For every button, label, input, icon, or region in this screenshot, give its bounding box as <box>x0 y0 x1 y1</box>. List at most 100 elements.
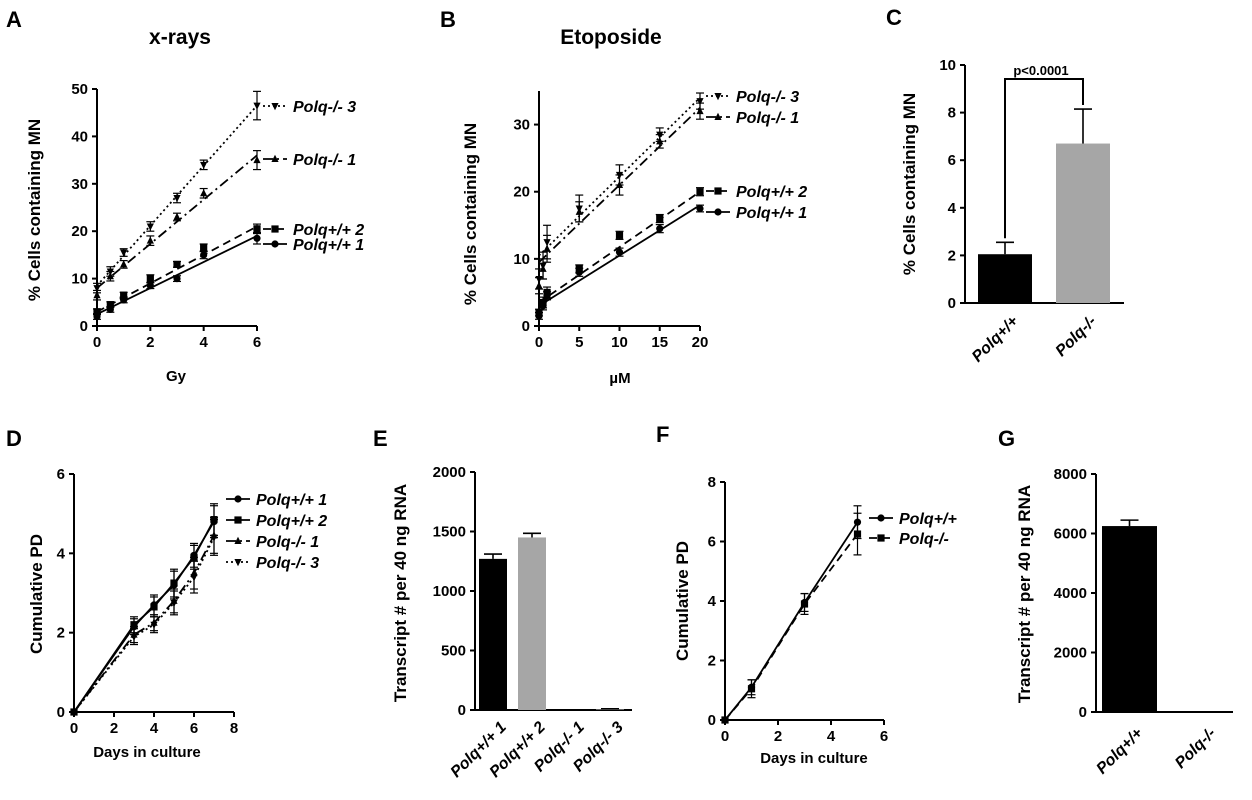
data-point-b <box>696 188 704 196</box>
y-tick-label-d: 2 <box>57 625 65 642</box>
data-point-b <box>543 292 551 300</box>
x-tick-label-d: 8 <box>230 720 238 737</box>
significance-annotation: p<0.0001 <box>1013 63 1068 78</box>
y-axis-label-e: Transcript # per 40 ng RNA <box>391 484 410 702</box>
x-axis-label-b: µM <box>609 370 630 387</box>
y-tick-label-c: 8 <box>948 105 956 122</box>
legend-marker-b <box>714 93 722 101</box>
panel-label-a: A <box>6 7 22 32</box>
series-a-0: Polq-/- 3 <box>93 90 356 294</box>
legend-label-b: Polq-/- 1 <box>736 110 799 127</box>
chart-title-b: Etoposide <box>560 26 662 49</box>
y-tick-label-d: 6 <box>57 466 65 483</box>
legend-label-b: Polq-/- 3 <box>736 89 799 106</box>
data-point-a <box>93 308 101 316</box>
panel-c: C % Cells containing MN p<0.0001 0 2 4 6 8 10… <box>886 5 1124 366</box>
legend-marker-b <box>714 187 722 195</box>
plot-area-g: 0 2000 4000 6000 8000 Polq+/+ Polq-/- <box>1054 466 1233 778</box>
legend-label-f: Polq-/- <box>899 531 949 548</box>
panel-f: F Cumulative PD Days in culture 0 2 4 6 0 2 4 6… <box>656 422 957 767</box>
data-point-a <box>146 223 154 231</box>
y-tick-label-g: 8000 <box>1054 466 1087 483</box>
x-tick-label-f: 2 <box>774 728 782 745</box>
legend-marker-d <box>234 495 242 503</box>
data-point-f <box>721 716 729 724</box>
data-point-b <box>696 98 704 106</box>
legend-label-a: Polq-/- 3 <box>293 99 356 116</box>
y-tick-label-c: 2 <box>948 247 956 264</box>
data-point-a <box>200 251 208 259</box>
data-point-d <box>190 574 198 582</box>
y-tick-label-e: 500 <box>441 643 466 660</box>
x-tick-label-f: 4 <box>827 728 836 745</box>
category-label-g: Polq+/+ <box>1093 725 1146 778</box>
y-tick-label-f: 8 <box>708 474 716 491</box>
data-point-d <box>70 709 78 717</box>
plot-area-b: 0 5 10 15 20 0 10 20 30 Polq-/- 3 Polq-/- 1 Polq+/+… <box>513 89 807 351</box>
data-point-d <box>150 603 158 611</box>
category-label-c: Polq+/+ <box>969 313 1022 366</box>
legend-marker-d <box>234 536 242 544</box>
panel-label-d: D <box>6 426 22 451</box>
x-tick-label-b: 15 <box>651 334 668 351</box>
y-tick-label-c: 0 <box>948 295 956 312</box>
panel-label-f: F <box>656 422 669 447</box>
data-point-a <box>106 301 114 309</box>
y-tick-label-d: 4 <box>57 545 66 562</box>
x-tick-label-d: 4 <box>150 720 159 737</box>
legend-label-f: Polq+/+ <box>899 511 957 528</box>
x-axis-label-a: Gy <box>166 368 187 385</box>
data-point-a <box>253 225 261 233</box>
category-label-c: Polq-/- <box>1053 313 1100 360</box>
data-point-a <box>120 291 128 299</box>
bar-g <box>1102 526 1157 712</box>
legend-label-b: Polq+/+ 2 <box>736 184 807 201</box>
data-point-b <box>575 268 583 276</box>
series-a-1: Polq-/- 1 <box>93 150 356 301</box>
panel-label-b: B <box>440 7 456 32</box>
data-point-b <box>539 264 547 272</box>
x-tick-label-a: 4 <box>199 334 208 351</box>
series-line-d <box>73 519 215 713</box>
y-tick-label-a: 30 <box>71 176 88 193</box>
series-d-2: Polq-/- 1 <box>70 517 319 715</box>
x-tick-label-f: 6 <box>880 728 888 745</box>
y-tick-label-d: 0 <box>57 704 65 721</box>
x-tick-label-b: 0 <box>535 334 543 351</box>
data-point-f <box>800 600 809 608</box>
data-point-b <box>615 231 624 239</box>
x-tick-label-a: 2 <box>146 334 154 351</box>
y-tick-label-f: 6 <box>708 534 716 551</box>
data-point-a <box>173 212 181 220</box>
legend-marker-f <box>877 514 885 522</box>
panel-d: D Cumulative PD Days in culture 0 2 4 6 8 0 2 4… <box>6 426 327 761</box>
x-tick-label-d: 6 <box>190 720 198 737</box>
bar-e <box>596 709 624 710</box>
y-tick-label-e: 1000 <box>433 583 466 600</box>
y-tick-label-e: 0 <box>458 702 466 719</box>
fit-line-b <box>538 190 701 304</box>
panel-label-e: E <box>373 426 388 451</box>
data-point-b <box>656 225 664 233</box>
data-point-d <box>130 633 138 641</box>
legend-marker-d <box>234 559 242 567</box>
data-point-a <box>200 189 208 197</box>
legend-label-d: Polq+/+ 2 <box>256 513 327 530</box>
legend-label-d: Polq+/+ 1 <box>256 492 327 509</box>
data-point-b <box>615 248 624 256</box>
data-point-d <box>170 599 178 608</box>
data-point-d <box>130 621 138 629</box>
x-tick-label-a: 6 <box>253 334 261 351</box>
legend-label-d: Polq-/- 1 <box>256 534 319 551</box>
data-point-a <box>146 282 154 290</box>
data-point-a <box>173 195 181 203</box>
y-tick-label-c: 6 <box>948 152 956 169</box>
data-point-a <box>106 305 114 314</box>
y-tick-label-f: 0 <box>708 712 716 729</box>
y-tick-label-a: 40 <box>71 128 88 145</box>
y-tick-label-e: 1500 <box>433 524 466 541</box>
panel-a: A x-rays % Cells containing MN Gy 0 2 4 6 0 1… <box>6 7 364 385</box>
data-point-a <box>253 155 261 164</box>
x-tick-label-f: 0 <box>721 728 729 745</box>
